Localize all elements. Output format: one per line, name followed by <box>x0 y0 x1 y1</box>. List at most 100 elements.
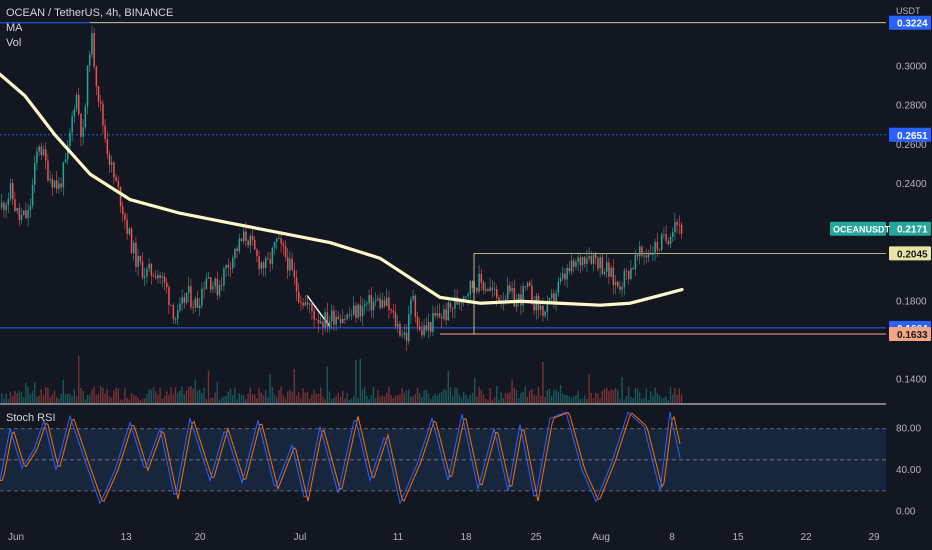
candle-body <box>658 249 661 251</box>
candle-body <box>306 302 309 305</box>
stoch-rsi-label[interactable]: Stoch RSI <box>6 412 56 424</box>
volume-bar <box>146 394 148 403</box>
candle-body <box>559 278 562 282</box>
volume-bar <box>643 397 645 403</box>
candle-body <box>269 259 271 264</box>
volume-bar <box>315 393 317 403</box>
volume-bar <box>458 394 460 403</box>
candle-body <box>656 241 659 250</box>
volume-bar <box>639 392 641 403</box>
volume-bar <box>581 398 584 403</box>
volume-bar <box>608 390 610 403</box>
symbol-title[interactable]: OCEAN / TetherUS, 4h, BINANCE <box>6 7 174 19</box>
volume-bar <box>93 386 95 403</box>
candle-body <box>597 258 599 269</box>
volume-bar <box>71 396 73 403</box>
volume-bar <box>104 393 106 403</box>
volume-bar <box>507 393 509 403</box>
candle-body <box>300 301 302 303</box>
candle-body <box>619 286 621 290</box>
volume-bar <box>388 386 390 403</box>
volume-bar <box>676 395 678 403</box>
volume-bar <box>100 386 102 403</box>
candle-body <box>581 256 584 266</box>
candle-body <box>548 297 551 303</box>
candle-body <box>201 288 203 306</box>
candle-body <box>344 319 346 320</box>
candle-body <box>192 307 194 308</box>
volume-bar <box>405 390 408 403</box>
volume-bar <box>42 395 45 403</box>
ma-indicator-label[interactable]: MA <box>6 22 23 34</box>
volume-bar <box>540 395 542 403</box>
candle-body <box>652 253 654 255</box>
candle-body <box>430 322 432 332</box>
volume-bar <box>265 389 267 403</box>
volume-bar <box>302 388 304 403</box>
volume-bar <box>654 387 656 403</box>
volume-bar <box>331 399 333 403</box>
volume-bar <box>27 387 29 403</box>
volume-bar <box>157 394 159 403</box>
volume-bar <box>403 392 405 403</box>
volume-bar <box>47 387 49 403</box>
volume-bar <box>328 391 331 403</box>
candle-body <box>377 298 379 301</box>
candle-body <box>238 238 241 251</box>
price-label-box <box>889 15 931 30</box>
volume-bar <box>256 398 258 403</box>
volume-bar <box>652 395 654 403</box>
volume-bar <box>493 397 496 403</box>
candle-body <box>247 240 249 246</box>
volume-bar <box>12 396 14 403</box>
candle-body <box>570 260 573 272</box>
candle-body <box>47 160 49 181</box>
candle-body <box>399 323 401 336</box>
candle-body <box>478 273 480 292</box>
volume-bar <box>623 399 625 403</box>
candle-body <box>38 146 40 152</box>
candle-body <box>166 282 168 288</box>
candle-body <box>379 298 381 308</box>
candle-body <box>513 288 516 307</box>
volume-bar <box>317 393 320 403</box>
candle-body <box>122 206 124 215</box>
volume-bar <box>289 390 291 403</box>
candle-body <box>89 54 91 66</box>
candle-body <box>170 304 172 306</box>
volume-bar <box>262 395 265 403</box>
volume-bar <box>392 397 394 403</box>
volume-bar <box>9 391 12 403</box>
volume-bar <box>333 397 335 403</box>
volume-bar <box>163 395 166 403</box>
candle-body <box>34 163 36 185</box>
candle-body <box>199 305 201 308</box>
candle-body <box>522 286 524 306</box>
volume-bar <box>102 387 104 403</box>
candle-body <box>159 274 161 278</box>
candle-body <box>73 109 76 117</box>
candle-body <box>405 332 408 342</box>
volume-indicator-label[interactable]: Vol <box>6 37 22 49</box>
candle-body <box>53 180 56 188</box>
volume-bar <box>31 390 34 403</box>
volume-bar <box>190 386 192 403</box>
volume-bar <box>612 389 614 403</box>
volume-bar <box>478 386 480 403</box>
volume-bar <box>280 386 282 403</box>
volume-bar <box>531 388 533 403</box>
volume-bar <box>399 394 401 403</box>
candle-body <box>148 263 150 270</box>
candle-body <box>443 309 445 319</box>
candle-body <box>612 267 615 286</box>
volume-bar <box>221 397 223 403</box>
volume-bar <box>423 390 425 403</box>
volume-bar <box>18 390 20 403</box>
candle-body <box>212 286 214 290</box>
volume-bar <box>513 387 515 403</box>
candle-body <box>370 295 373 311</box>
volume-bar <box>203 387 205 403</box>
volume-bar <box>234 387 236 403</box>
volume-bar <box>150 389 152 403</box>
